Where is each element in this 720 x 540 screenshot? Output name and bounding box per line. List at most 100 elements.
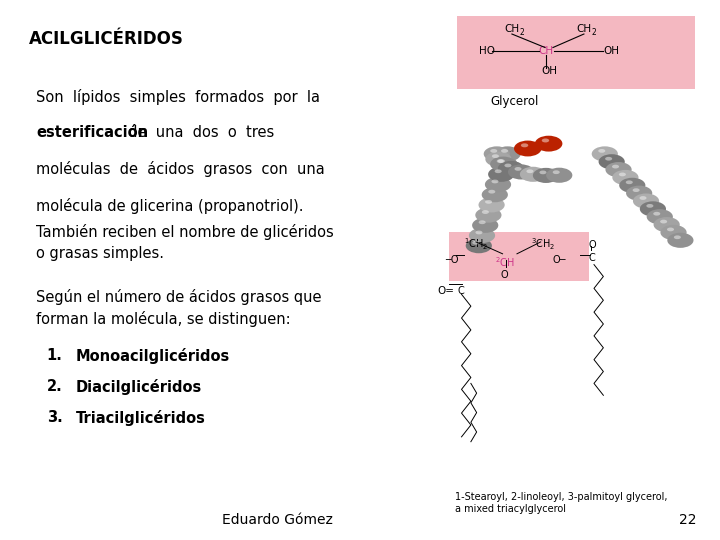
Text: También reciben el nombre de glicéridos
o grasas simples.: También reciben el nombre de glicéridos … [36,224,334,261]
Ellipse shape [485,177,511,192]
Ellipse shape [535,136,562,152]
Ellipse shape [495,146,521,161]
Text: Son  lípidos  simples  formados  por  la: Son lípidos simples formados por la [36,89,320,105]
Text: 1-Stearoyl, 2-linoleoyl, 3-palmitoyl glycerol,
a mixed triacylglycerol: 1-Stearoyl, 2-linoleoyl, 3-palmitoyl gly… [455,492,667,514]
Ellipse shape [526,170,534,173]
Ellipse shape [515,167,521,171]
Ellipse shape [475,231,482,234]
Text: 2: 2 [520,29,525,37]
Ellipse shape [546,168,572,183]
Text: OH: OH [541,66,557,76]
Text: 2: 2 [592,29,597,37]
Ellipse shape [521,143,528,147]
Ellipse shape [660,220,667,224]
Ellipse shape [484,146,510,161]
Ellipse shape [626,186,652,201]
Text: $^2$CH: $^2$CH [495,255,516,269]
Ellipse shape [626,180,633,184]
Ellipse shape [674,235,681,239]
Ellipse shape [533,168,559,183]
Ellipse shape [466,238,492,253]
Text: $^1$CH$_2$: $^1$CH$_2$ [464,237,489,252]
Ellipse shape [553,170,559,174]
Ellipse shape [633,193,659,208]
Text: O: O [589,240,597,251]
Text: 2.: 2. [47,379,63,394]
Text: Eduardo Gómez: Eduardo Gómez [222,512,333,526]
Ellipse shape [598,149,606,153]
Ellipse shape [482,187,508,202]
Ellipse shape [667,233,693,248]
Ellipse shape [490,157,516,172]
Text: O─: O─ [553,255,567,265]
Text: molécula de glicerina (propanotriol).: molécula de glicerina (propanotriol). [36,198,304,214]
Ellipse shape [479,197,505,212]
Ellipse shape [541,138,549,143]
Ellipse shape [485,152,511,167]
Text: O=: O= [438,286,455,296]
Ellipse shape [619,173,626,177]
Ellipse shape [485,200,492,204]
Ellipse shape [498,159,505,163]
Ellipse shape [605,157,612,160]
Text: moléculas  de  ácidos  grasos  con  una: moléculas de ácidos grasos con una [36,161,325,178]
Text: C: C [589,253,595,263]
Ellipse shape [501,149,508,153]
Ellipse shape [488,167,514,182]
Ellipse shape [598,154,625,170]
Ellipse shape [612,170,639,185]
Text: CH: CH [576,24,591,34]
Ellipse shape [606,162,631,177]
Ellipse shape [514,140,541,157]
Ellipse shape [492,154,499,158]
Ellipse shape [592,146,618,161]
Text: OH: OH [603,46,619,56]
Ellipse shape [660,225,687,240]
Bar [457,16,695,89]
Ellipse shape [647,209,673,224]
Text: 22: 22 [679,512,696,526]
Text: 3.: 3. [47,410,63,425]
Text: Triacilglicéridos: Triacilglicéridos [76,410,205,426]
Ellipse shape [490,149,498,153]
Ellipse shape [495,170,502,173]
Ellipse shape [475,207,502,222]
Text: Según el número de ácidos grasos que
forman la molécula, se distinguen:: Según el número de ácidos grasos que for… [36,289,322,327]
Text: Glycerol: Glycerol [490,94,539,107]
Ellipse shape [472,218,498,233]
Ellipse shape [520,167,546,182]
Ellipse shape [505,164,511,167]
Text: ACILGLICÉRIDOS: ACILGLICÉRIDOS [29,30,184,48]
Ellipse shape [492,180,498,184]
Ellipse shape [640,201,666,217]
Text: HO: HO [479,46,495,56]
Ellipse shape [469,228,495,243]
Ellipse shape [654,217,680,232]
Text: Diacilglicéridos: Diacilglicéridos [76,379,202,395]
Ellipse shape [497,159,504,163]
Ellipse shape [612,165,619,168]
Text: ─O: ─O [445,255,459,265]
Text: CH: CH [539,46,554,56]
Text: de  una  dos  o  tres: de una dos o tres [119,125,274,140]
Ellipse shape [479,220,486,224]
Ellipse shape [619,178,645,193]
Ellipse shape [539,171,546,174]
Ellipse shape [647,204,654,208]
Ellipse shape [633,188,639,192]
Ellipse shape [491,157,518,172]
Text: CH: CH [504,24,519,34]
Text: $^3$CH$_2$: $^3$CH$_2$ [531,237,556,252]
Ellipse shape [508,164,534,179]
Ellipse shape [482,210,489,214]
Text: 1.: 1. [47,348,63,363]
Text: O: O [500,270,508,280]
Text: C: C [457,286,464,296]
Text: Monoacilglicéridos: Monoacilglicéridos [76,348,230,364]
Ellipse shape [498,161,524,176]
Bar [449,232,589,281]
Ellipse shape [472,241,480,245]
Text: esterificación: esterificación [36,125,148,140]
Ellipse shape [488,190,495,193]
Ellipse shape [667,227,674,231]
